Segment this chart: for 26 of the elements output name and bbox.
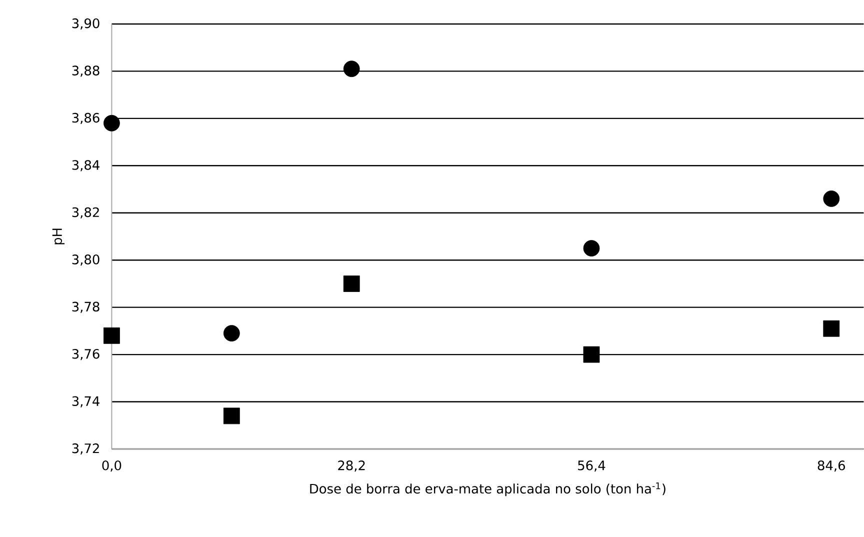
y-tick-label: 3,88 — [72, 66, 100, 77]
x-tick-label: 0,0 — [102, 460, 122, 472]
point — [583, 240, 600, 256]
x-tick-label: 84,6 — [818, 460, 845, 472]
y-tick-label: 3,84 — [72, 160, 100, 172]
y-tick-label: 3,82 — [72, 207, 99, 218]
point — [343, 276, 360, 292]
point — [823, 190, 840, 207]
x-axis-title: Dose de borra de erva-mate aplicada no solo (ton ha$^{-1}$) — [310, 482, 666, 496]
point — [104, 327, 120, 344]
point — [823, 320, 840, 337]
point — [223, 408, 240, 424]
point — [223, 325, 240, 342]
y-tick-label: 3,72 — [72, 443, 99, 455]
y-tick-label: 3,74 — [72, 396, 100, 408]
y-tick-label: 3,90 — [72, 18, 100, 30]
y-tick-label: 3,80 — [72, 254, 100, 266]
point — [343, 60, 360, 78]
y-tick-label: 3,78 — [72, 302, 100, 313]
point — [583, 346, 600, 363]
y-tick-label: 3,76 — [72, 348, 100, 360]
y-axis-title: pH — [52, 228, 65, 244]
x-tick-label: 28,2 — [338, 460, 365, 472]
point — [104, 114, 120, 132]
y-tick-label: 3,86 — [72, 112, 100, 124]
x-tick-label: 56,4 — [578, 460, 606, 472]
